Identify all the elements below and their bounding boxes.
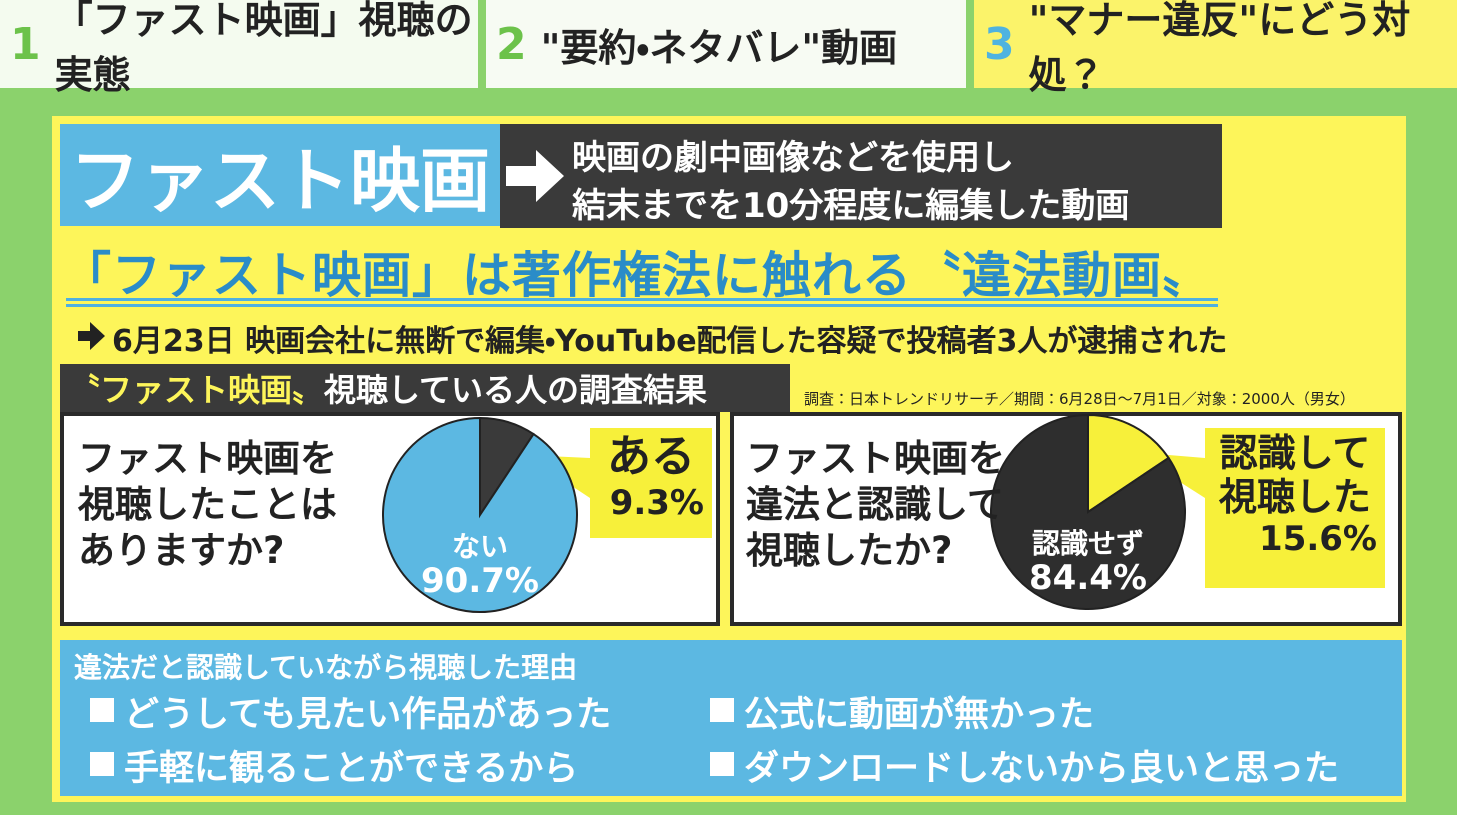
survey-title-rest: 視聴している人の調査結果 bbox=[324, 371, 708, 409]
pie-slice bbox=[1087, 413, 1170, 514]
tab-number: 3 bbox=[984, 18, 1015, 70]
reason-item: 公式に動画が無かった bbox=[744, 695, 1095, 735]
pie-slice bbox=[382, 416, 578, 613]
bullet bbox=[710, 752, 734, 776]
tab-label: "要約・ネタバレ"動画 bbox=[540, 25, 898, 70]
callout: 認識して視聴した 15.6% bbox=[1205, 428, 1385, 588]
reasons-panel: 違法だと認識していながら視聴した理由 どうしても見たい作品があった 公式に動画が無… bbox=[60, 640, 1402, 796]
question: ありますか? bbox=[78, 529, 285, 572]
callout-value: 9.3% bbox=[609, 482, 704, 523]
underline bbox=[66, 298, 1218, 301]
tab-number: 2 bbox=[496, 18, 527, 70]
question: ファスト映画を bbox=[746, 437, 1005, 480]
inner-value: 90.7% bbox=[421, 561, 539, 601]
callout: ある 9.3% bbox=[590, 428, 712, 538]
definition-box: 映画の劇中画像などを使用し 結末までを10分程度に編集した動画 bbox=[500, 124, 1222, 228]
news: 6月23日 映画会社に無断で編集・YouTube配信した容疑で投稿者3人が逮捕さ… bbox=[112, 324, 1228, 359]
bullet bbox=[710, 698, 734, 722]
tab[interactable]: 1 「ファスト映画」視聴の実態 bbox=[0, 0, 478, 97]
callout-label: 認識して視聴した bbox=[1218, 431, 1371, 519]
tab-label: "マナー違反"にどう対処？ bbox=[1028, 0, 1411, 97]
reason-item: どうしても見たい作品があった bbox=[124, 695, 612, 735]
bullet bbox=[90, 698, 114, 722]
question: 違法と認識して bbox=[746, 483, 1004, 526]
survey-title: 〝ファスト映画〟 視聴している人の調査結果 bbox=[60, 364, 790, 412]
inner-label: 認識せず bbox=[1031, 527, 1144, 560]
inner-value: 84.4% bbox=[1029, 558, 1147, 598]
tab-number: 1 bbox=[10, 18, 41, 70]
callout-value: 15.6% bbox=[1259, 519, 1377, 560]
arrow-icon bbox=[506, 150, 564, 202]
news-icon bbox=[78, 322, 105, 350]
question: ファスト映画を bbox=[78, 437, 337, 480]
inner-label: ない bbox=[451, 530, 508, 563]
question: 視聴したことは bbox=[78, 483, 337, 526]
headline: 「ファスト映画」は著作権法に触れる〝違法動画〟 bbox=[62, 247, 1213, 304]
definition-line: 結末までを10分程度に編集した動画 bbox=[572, 186, 1130, 226]
reason-item: 手軽に観ることができるから bbox=[124, 749, 579, 789]
survey-source: 調査：日本トレンドリサーチ／期間：6月28日〜7月1日／対象：2000人（男女） bbox=[804, 390, 1355, 408]
reason-item: ダウンロードしないから良いと思った bbox=[744, 749, 1340, 789]
definition-line: 映画の劇中画像などを使用し bbox=[572, 138, 1014, 178]
survey-title-emphasis: 〝ファスト映画〟 bbox=[68, 371, 325, 409]
reasons-title: 違法だと認識していながら視聴した理由 bbox=[74, 651, 578, 684]
tab[interactable]: 3 "マナー違反"にどう対処？ bbox=[974, 0, 1457, 97]
tab[interactable]: 2 "要約・ネタバレ"動画 bbox=[486, 0, 966, 88]
pie-slice bbox=[990, 413, 1187, 610]
definition-term: ファスト映画 bbox=[60, 124, 500, 226]
bullet bbox=[90, 752, 114, 776]
callout-label: ある bbox=[607, 431, 695, 482]
question: 視聴したか? bbox=[746, 529, 953, 572]
tab-label: 「ファスト映画」視聴の実態 bbox=[54, 0, 473, 97]
